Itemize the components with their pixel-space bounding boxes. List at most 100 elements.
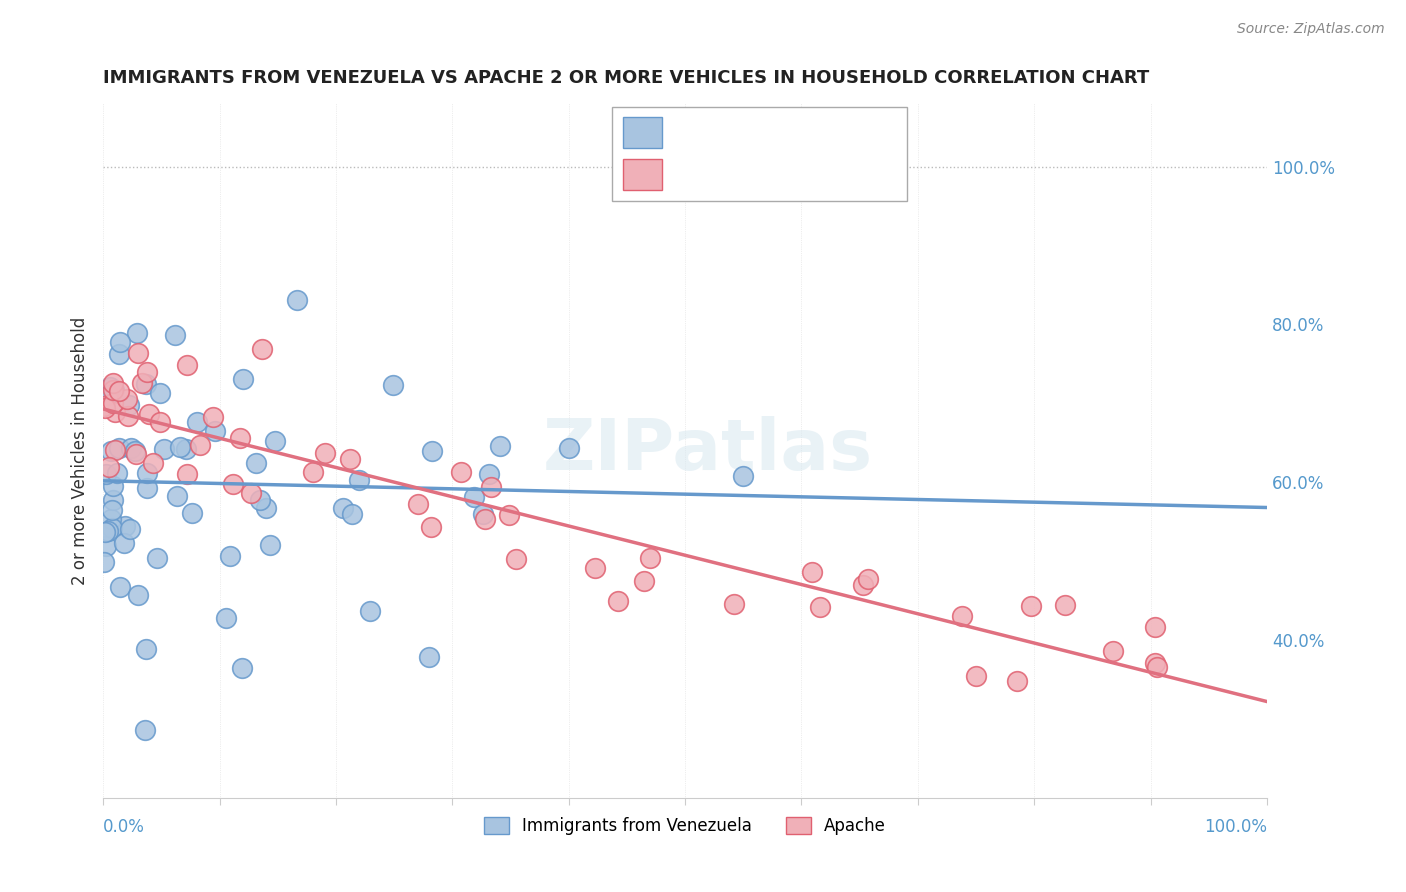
- Point: [169, 440, 191, 454]
- Point: [474, 512, 496, 526]
- Point: [135, 376, 157, 391]
- Point: [108, 346, 131, 360]
- Text: 66: 66: [837, 125, 858, 140]
- Point: [606, 594, 628, 608]
- Point: [98, 388, 121, 402]
- Point: [131, 376, 153, 390]
- Point: [108, 384, 131, 398]
- Point: [149, 415, 172, 429]
- Point: [118, 398, 141, 412]
- Point: [232, 372, 254, 386]
- Point: [420, 443, 443, 458]
- Point: [163, 328, 186, 343]
- Point: [406, 497, 429, 511]
- Text: 54: 54: [837, 168, 858, 183]
- Text: N =: N =: [789, 168, 820, 183]
- Point: [950, 609, 973, 624]
- Point: [229, 431, 252, 445]
- Bar: [623, 160, 662, 190]
- Point: [340, 508, 363, 522]
- Point: [472, 508, 495, 522]
- Text: 0.109: 0.109: [721, 125, 772, 140]
- Point: [851, 578, 873, 592]
- Point: [332, 501, 354, 516]
- Point: [176, 467, 198, 482]
- Point: [125, 447, 148, 461]
- Point: [633, 574, 655, 588]
- Point: [101, 384, 124, 398]
- Point: [94, 525, 117, 540]
- Point: [112, 536, 135, 550]
- Point: [101, 492, 124, 507]
- Point: [204, 425, 226, 439]
- Point: [96, 467, 118, 481]
- Point: [97, 460, 120, 475]
- Point: [254, 501, 277, 516]
- Point: [108, 334, 131, 349]
- Point: [176, 359, 198, 373]
- Point: [101, 520, 124, 534]
- Bar: [623, 118, 662, 148]
- Point: [115, 392, 138, 406]
- Point: [94, 540, 117, 554]
- Point: [103, 383, 125, 397]
- Text: R =: R =: [673, 168, 703, 183]
- Point: [1054, 598, 1077, 612]
- Point: [339, 451, 361, 466]
- Legend: Immigrants from Venezuela, Apache: Immigrants from Venezuela, Apache: [478, 811, 893, 842]
- Point: [218, 549, 240, 563]
- Point: [478, 467, 501, 481]
- Point: [420, 520, 443, 534]
- Point: [723, 597, 745, 611]
- Point: [285, 293, 308, 307]
- Point: [94, 397, 117, 411]
- Point: [231, 661, 253, 675]
- Point: [808, 600, 831, 615]
- Y-axis label: 2 or more Vehicles in Household: 2 or more Vehicles in Household: [72, 317, 89, 585]
- FancyBboxPatch shape: [612, 107, 907, 201]
- Point: [153, 442, 176, 456]
- Point: [127, 345, 149, 359]
- Point: [583, 561, 606, 575]
- Point: [259, 538, 281, 552]
- Point: [359, 604, 381, 618]
- Point: [120, 522, 142, 536]
- Point: [418, 650, 440, 665]
- Point: [166, 489, 188, 503]
- Point: [101, 376, 124, 391]
- Point: [124, 443, 146, 458]
- Point: [1143, 656, 1166, 670]
- Point: [800, 565, 823, 579]
- Point: [97, 524, 120, 539]
- Point: [1102, 643, 1125, 657]
- Point: [104, 405, 127, 419]
- Point: [1143, 620, 1166, 634]
- Point: [381, 377, 404, 392]
- Point: [94, 401, 117, 415]
- Point: [142, 457, 165, 471]
- Point: [134, 723, 156, 737]
- Point: [1005, 674, 1028, 689]
- Point: [101, 503, 124, 517]
- Point: [93, 555, 115, 569]
- Point: [181, 506, 204, 520]
- Point: [733, 469, 755, 483]
- Point: [314, 446, 336, 460]
- Text: N =: N =: [789, 125, 820, 140]
- Point: [965, 668, 987, 682]
- Point: [103, 443, 125, 458]
- Point: [121, 441, 143, 455]
- Point: [125, 326, 148, 341]
- Point: [114, 518, 136, 533]
- Point: [557, 442, 579, 456]
- Point: [215, 611, 238, 625]
- Point: [136, 481, 159, 495]
- Point: [149, 386, 172, 401]
- Point: [146, 550, 169, 565]
- Point: [108, 441, 131, 455]
- Point: [498, 508, 520, 522]
- Point: [188, 438, 211, 452]
- Point: [640, 550, 662, 565]
- Point: [108, 580, 131, 594]
- Point: [101, 395, 124, 409]
